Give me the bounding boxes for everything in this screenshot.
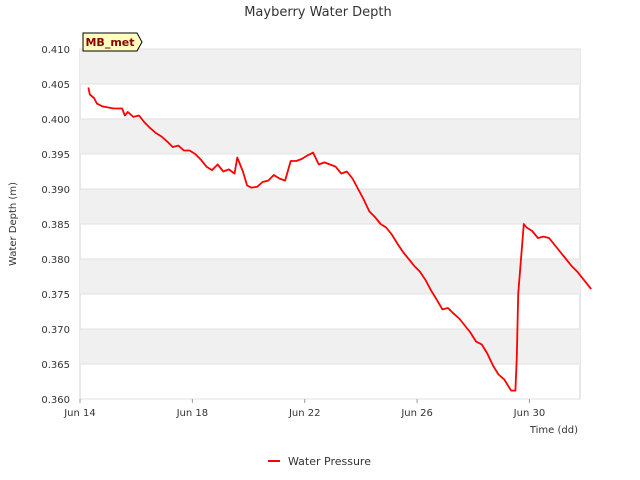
y-axis-label: Water Depth (m) [8, 182, 19, 266]
series-layer [87, 87, 592, 392]
y-tick-label: 0.365 [41, 360, 70, 371]
legend-label: Water Pressure [288, 455, 371, 468]
grid-bands [80, 48, 580, 400]
x-tick-label: Jun 18 [176, 408, 209, 419]
y-tick-label: 0.405 [41, 80, 70, 91]
y-tick-label: 0.370 [41, 325, 70, 336]
x-tick-label: Jun 26 [400, 408, 433, 419]
y-tick-label: 0.380 [41, 255, 70, 266]
badge-shape [82, 32, 143, 52]
y-tick-label: 0.360 [41, 395, 70, 406]
grid-band [80, 49, 580, 84]
x-tick-label: Jun 22 [288, 408, 321, 419]
y-tick-label: 0.395 [41, 150, 70, 161]
x-tick-label: Jun 14 [63, 408, 96, 419]
x-axis-ticks: Jun 14 Jun 18 Jun 22 Jun 26 Jun 30 [63, 399, 545, 419]
grid-band [80, 259, 580, 294]
y-tick-label: 0.400 [41, 115, 70, 126]
grid-band [80, 119, 580, 154]
grid-band [80, 189, 580, 224]
x-axis-label: Time (dd) [529, 425, 578, 436]
grid-band [80, 329, 580, 364]
x-tick-label: Jun 30 [513, 408, 546, 419]
y-tick-label: 0.375 [41, 290, 70, 301]
y-axis-ticks: 0.360 0.365 0.370 0.375 0.380 0.385 0.390 0.395… [41, 45, 70, 406]
y-tick-label: 0.385 [41, 220, 70, 231]
y-tick-label: 0.390 [41, 185, 70, 196]
badge-label: MB_met [85, 36, 134, 49]
y-tick-label: 0.410 [41, 45, 70, 56]
series-line-water-pressure [87, 87, 592, 392]
station-badge: MB_met [82, 32, 143, 52]
legend: Water Pressure [268, 455, 371, 468]
chart-title: Mayberry Water Depth [244, 5, 392, 20]
